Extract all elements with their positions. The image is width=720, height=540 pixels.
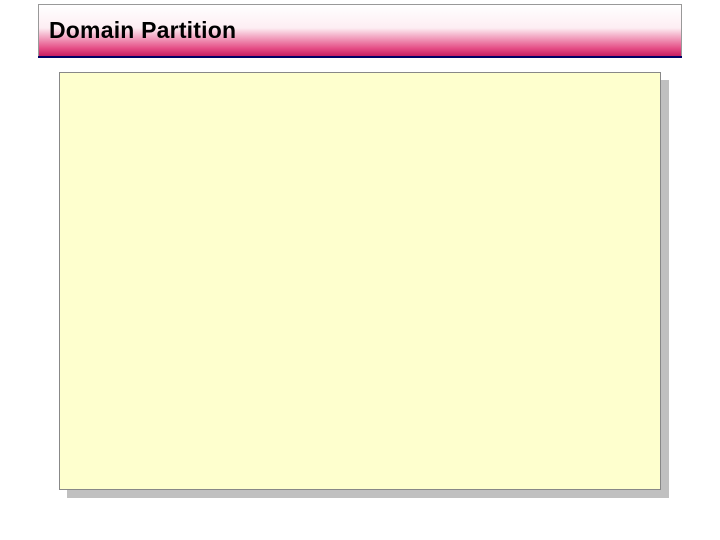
content-region (59, 72, 661, 490)
header-divider (38, 56, 682, 58)
header-bar: Domain Partition (38, 4, 682, 56)
slide-container: Domain Partition (38, 4, 682, 490)
header-title: Domain Partition (49, 17, 236, 44)
content-panel (59, 72, 661, 490)
